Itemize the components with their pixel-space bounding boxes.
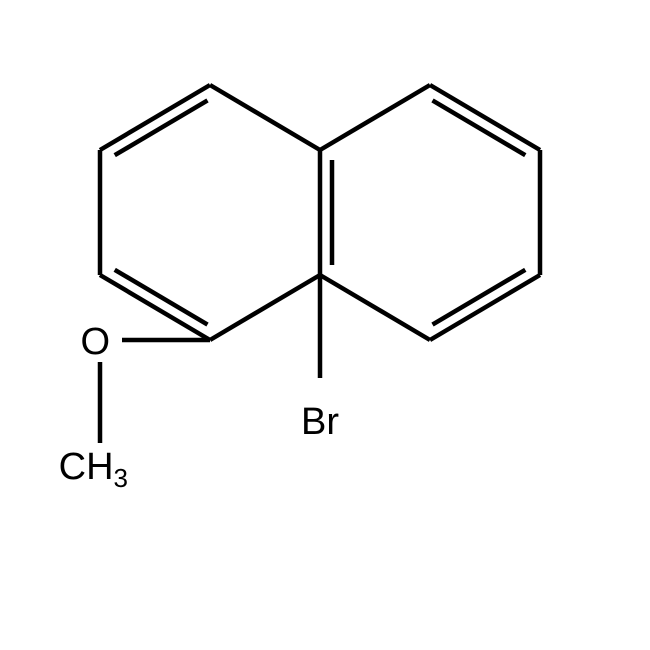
molecule-canvas: Br O CH3 (0, 0, 650, 650)
atom-label: O (80, 321, 110, 363)
bond-line (100, 85, 210, 150)
atom-label: CH3 (59, 446, 128, 493)
atom-label: Br (301, 401, 339, 443)
bond-line (320, 275, 430, 340)
bond-line (115, 100, 208, 155)
bond-line (210, 85, 320, 150)
bond-line (433, 100, 526, 155)
bond-line (433, 270, 526, 325)
bond-line (115, 270, 208, 325)
bond-line (100, 275, 210, 340)
bond-line (430, 85, 540, 150)
bond-line (210, 275, 320, 340)
bond-line (320, 85, 430, 150)
bond-line (430, 275, 540, 340)
